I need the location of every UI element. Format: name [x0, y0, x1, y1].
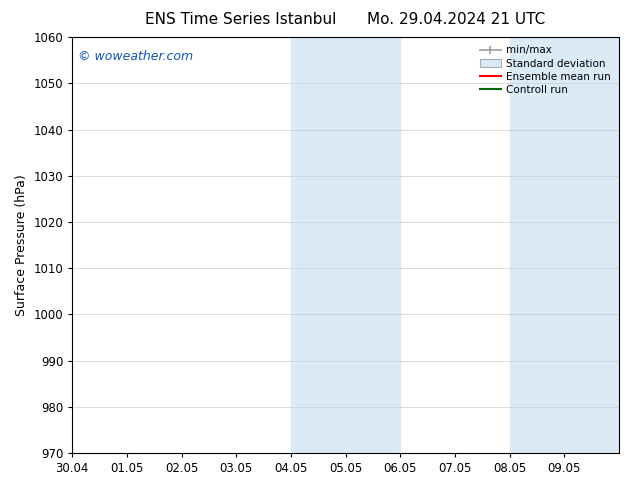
Bar [291, 37, 400, 453]
Text: © woweather.com: © woweather.com [78, 49, 193, 63]
Text: Mo. 29.04.2024 21 UTC: Mo. 29.04.2024 21 UTC [367, 12, 546, 27]
Legend: min/max, Standard deviation, Ensemble mean run, Controll run: min/max, Standard deviation, Ensemble me… [477, 42, 614, 98]
Text: ENS Time Series Istanbul: ENS Time Series Istanbul [145, 12, 337, 27]
Bar [510, 37, 619, 453]
Y-axis label: Surface Pressure (hPa): Surface Pressure (hPa) [15, 174, 28, 316]
